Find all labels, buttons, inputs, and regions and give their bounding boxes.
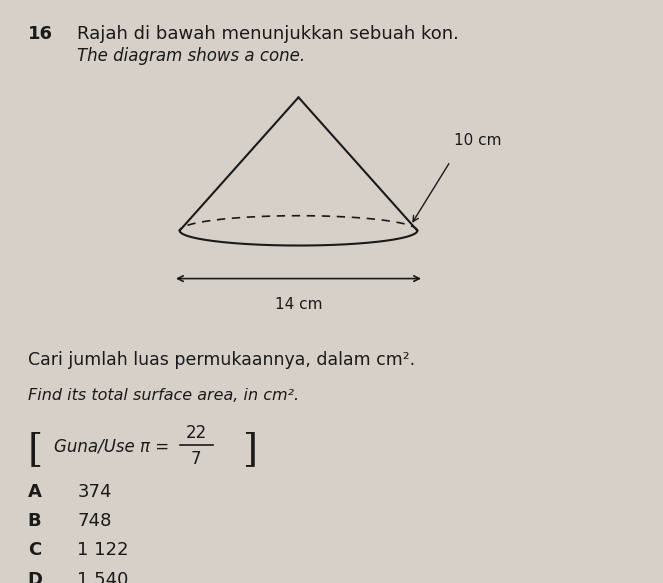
Text: 748: 748 (78, 512, 111, 530)
Text: Guna/Use π =: Guna/Use π = (54, 437, 174, 455)
Text: 374: 374 (78, 483, 112, 501)
Text: 22: 22 (186, 424, 207, 442)
Text: 16: 16 (28, 26, 53, 43)
Text: A: A (28, 483, 42, 501)
Text: 7: 7 (191, 450, 202, 468)
Text: Cari jumlah luas permukaannya, dalam cm².: Cari jumlah luas permukaannya, dalam cm²… (28, 350, 415, 368)
Text: The diagram shows a cone.: The diagram shows a cone. (78, 47, 306, 65)
Text: 1 122: 1 122 (78, 542, 129, 560)
Text: B: B (28, 512, 41, 530)
Text: 10 cm: 10 cm (453, 133, 501, 148)
Text: C: C (28, 542, 41, 560)
Text: [: [ (28, 431, 43, 468)
Text: Rajah di bawah menunjukkan sebuah kon.: Rajah di bawah menunjukkan sebuah kon. (78, 26, 459, 43)
Text: ]: ] (243, 431, 257, 468)
Text: 14 cm: 14 cm (274, 297, 322, 312)
Text: 1 540: 1 540 (78, 571, 129, 583)
Text: Find its total surface area, in cm².: Find its total surface area, in cm². (28, 388, 299, 403)
Text: D: D (28, 571, 43, 583)
